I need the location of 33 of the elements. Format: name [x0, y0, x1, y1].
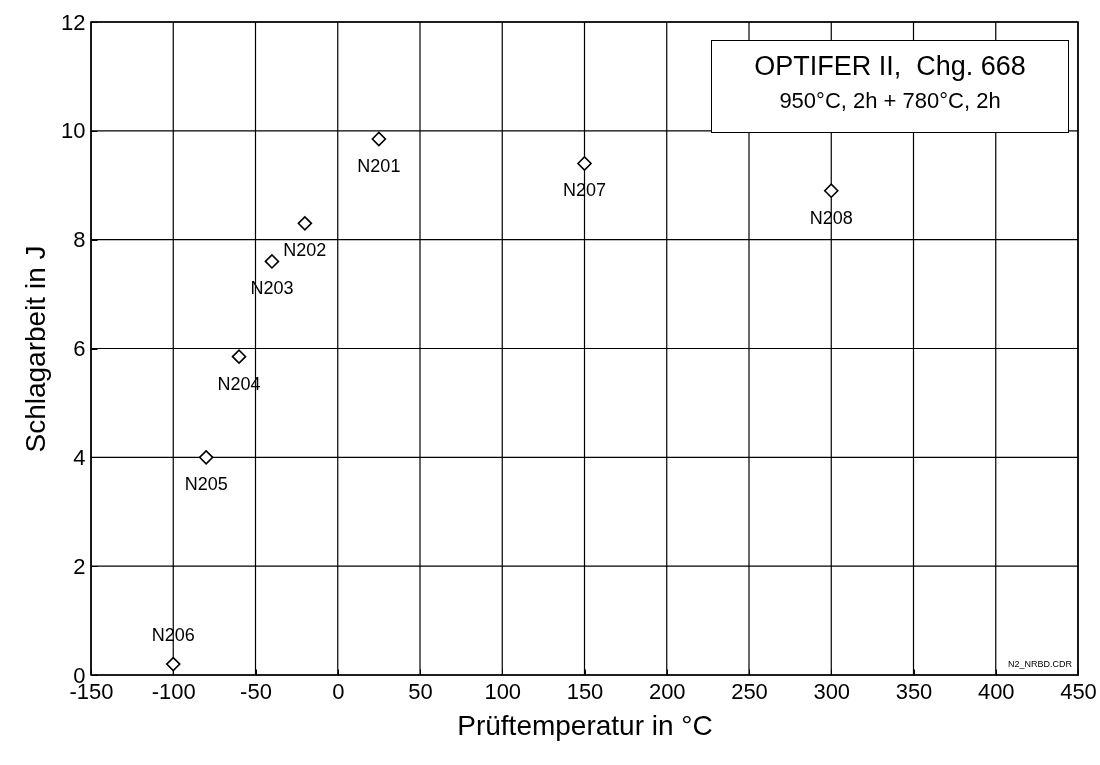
x-tick-label: -50: [240, 678, 272, 704]
point: [264, 254, 280, 269]
x-tick-label: 350: [895, 678, 933, 704]
annotation: N2_NRBD.CDR: [1007, 659, 1073, 669]
point: [165, 656, 181, 672]
x-tick-label: 250: [731, 678, 768, 704]
annotation: N205: [184, 474, 228, 495]
x-tick-label: 400: [977, 678, 1015, 704]
x-tick-label: 450: [1060, 678, 1097, 704]
x-tick-label: 0: [332, 678, 345, 704]
title-box: OPTIFER II, Chg. 668 950°C, 2h + 780°C, 2h: [711, 40, 1069, 133]
y-tick-label: 6: [73, 336, 86, 361]
x-tick-label: 300: [813, 678, 851, 704]
point: [198, 450, 214, 465]
point: [371, 131, 387, 147]
y-axis-title: Schlagarbeit in J: [20, 245, 52, 453]
x-tick-label: -100: [151, 678, 196, 704]
y-tick-label: 10: [61, 118, 86, 144]
y-tick-label: 2: [73, 553, 86, 579]
point: [231, 349, 247, 364]
x-tick-label: 200: [648, 678, 686, 704]
y-tick-label: 12: [61, 9, 86, 35]
annotation: N202: [283, 240, 327, 261]
x-tick-label: 100: [484, 678, 522, 704]
x-tick-label: 50: [408, 678, 433, 704]
point: [823, 183, 839, 199]
x-tick-label: 150: [566, 678, 604, 704]
y-tick-label: 8: [73, 227, 86, 253]
point: [297, 216, 313, 231]
y-tick-label: 4: [73, 444, 86, 470]
x-axis-title: Prüftemperatur in °C: [457, 709, 713, 741]
annotation: N201: [357, 156, 401, 176]
point: [577, 156, 592, 171]
